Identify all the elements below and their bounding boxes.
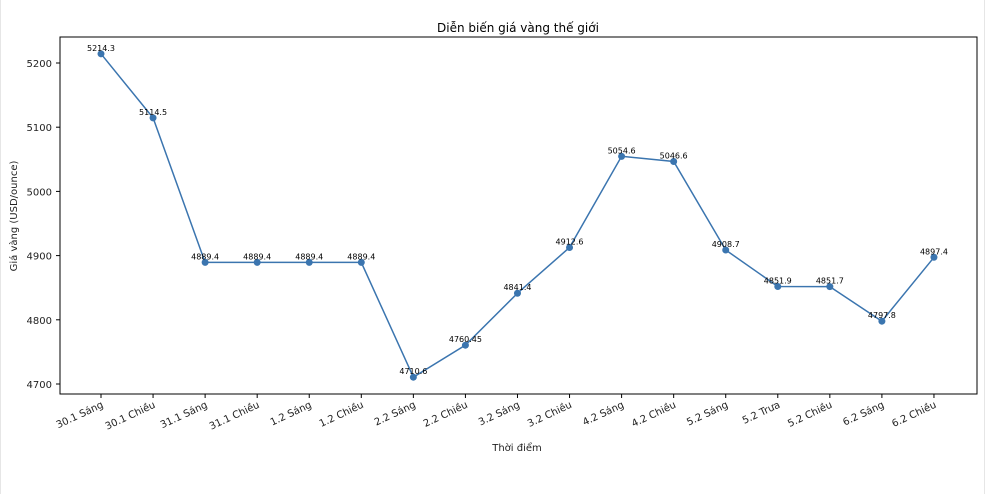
x-tick-label: 5.2 Chiều: [786, 399, 834, 430]
data-point: [253, 258, 261, 266]
y-axis: 4700 4800 4900 5000 5100 5200: [27, 59, 60, 391]
data-label: 4797.8: [868, 311, 896, 320]
x-tick-label: 5.2 Sáng: [685, 399, 730, 429]
data-label: 4851.7: [816, 277, 844, 286]
x-tick-label: 2.2 Sáng: [372, 399, 417, 429]
data-labels: 5214.3 5114.5 4889.4 4889.4 4889.4 4889.4 4710…: [87, 44, 948, 376]
data-label: 4908.7: [712, 240, 740, 249]
data-label: 5214.3: [87, 44, 115, 53]
x-tick-label: 30.1 Chiều: [103, 399, 157, 433]
y-axis-label: Giá vàng (USD/ounce): [8, 161, 20, 272]
data-label: 4889.4: [191, 252, 219, 261]
data-point: [461, 341, 469, 349]
data-point: [774, 282, 782, 290]
data-label: 4889.4: [243, 252, 271, 261]
data-label: 4710.6: [399, 367, 427, 376]
x-tick-label: 1.2 Chiều: [317, 399, 365, 430]
y-tick-label: 4700: [27, 380, 52, 391]
data-point: [566, 244, 574, 252]
data-label: 4760.45: [449, 335, 482, 344]
data-label: 4897.4: [920, 247, 948, 256]
y-tick-label: 5000: [27, 187, 52, 198]
y-tick-label: 4900: [27, 252, 52, 263]
data-label: 5114.5: [139, 108, 167, 117]
window-edge-right: [984, 0, 985, 494]
chart-title: Diễn biến giá vàng thế giới: [437, 21, 599, 35]
x-tick-label: 6.2 Sáng: [841, 399, 886, 429]
series-line: [100, 53, 935, 379]
data-label: 5046.6: [660, 151, 688, 160]
data-point: [826, 283, 834, 291]
window-edge-left: [0, 0, 1, 494]
data-point: [305, 258, 313, 266]
plot-area: [59, 36, 978, 395]
x-tick-label: 6.2 Chiều: [890, 399, 938, 430]
data-point: [618, 152, 626, 160]
data-label: 4912.6: [556, 238, 584, 247]
x-tick-label: 1.2 Sáng: [268, 399, 313, 429]
data-label: 4889.4: [295, 252, 323, 261]
data-label: 4889.4: [347, 252, 375, 261]
x-axis-label: Thời điểm: [491, 441, 542, 454]
data-label: 4841.4: [503, 283, 531, 292]
data-point: [149, 114, 157, 122]
data-point: [409, 373, 417, 381]
x-tick-label: 5.2 Trưa: [741, 400, 782, 427]
y-tick-label: 4800: [27, 316, 52, 327]
data-point: [97, 50, 105, 58]
x-tick-label: 4.2 Chiều: [630, 399, 678, 430]
data-point: [670, 157, 678, 165]
x-tick-label: 31.1 Chiều: [207, 399, 261, 433]
x-tick-label: 31.1 Sáng: [158, 399, 209, 431]
x-tick-label: 2.2 Chiều: [421, 399, 469, 430]
data-point: [722, 246, 730, 254]
data-point: [201, 258, 209, 266]
x-tick-label: 30.1 Sáng: [54, 399, 105, 431]
data-label: 5054.6: [608, 146, 636, 155]
y-tick-label: 5200: [27, 59, 52, 70]
data-markers: [97, 50, 938, 381]
data-point: [878, 317, 886, 325]
x-tick-label: 3.2 Sáng: [477, 399, 522, 429]
x-tick-label: 3.2 Chiều: [526, 399, 574, 430]
data-point: [930, 253, 938, 261]
data-point: [357, 258, 365, 266]
data-point: [513, 289, 521, 297]
y-tick-label: 5100: [27, 123, 52, 134]
x-tick-label: 4.2 Sáng: [581, 399, 626, 429]
data-label: 4851.9: [764, 276, 792, 285]
